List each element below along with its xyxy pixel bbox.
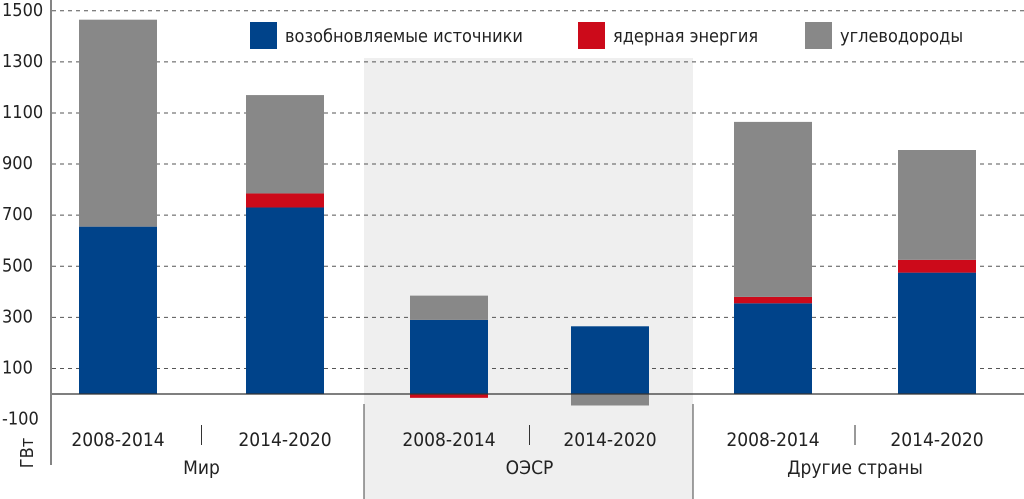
bar-segment	[79, 19, 157, 227]
y-tick-label: 500	[2, 255, 33, 276]
bar-segment	[571, 326, 649, 394]
legend-swatch	[578, 22, 605, 49]
bar-segment	[734, 296, 812, 304]
group-label: Другие страны	[787, 457, 923, 479]
legend-swatch	[805, 22, 832, 49]
legend-label: ядерная энергия	[613, 26, 758, 47]
legend-label: углеводороды	[840, 26, 963, 47]
period-label: 2014-2020	[238, 429, 331, 451]
bar-segment	[246, 207, 324, 394]
bar-segment	[571, 394, 649, 406]
bar-segment	[898, 149, 976, 260]
legend-swatch	[250, 22, 277, 49]
period-label: 2008-2014	[71, 429, 164, 451]
legend-label: возобновляемые источники	[285, 26, 523, 47]
y-axis-unit: ГВт	[17, 438, 38, 468]
y-tick-label: 300	[2, 306, 33, 327]
bar-segment	[410, 319, 488, 394]
group-label: ОЭСР	[506, 457, 554, 479]
bar-segment	[734, 303, 812, 394]
bar-segment	[410, 295, 488, 320]
y-axis: -100 100 300 500 700 900 1100 1300 1500 ГВт	[2, 0, 52, 468]
y-tick-label: 900	[2, 153, 33, 174]
bar-segment	[898, 272, 976, 394]
oecd-highlight-band	[364, 58, 693, 499]
x-axis: 2008-2014 2014-2020 Мир 2008-2014 2014-2020 О…	[71, 404, 984, 499]
y-tick-label: 100	[2, 357, 33, 378]
bar-segment	[898, 259, 976, 273]
group-label: Мир	[183, 457, 220, 479]
legend: возобновляемые источники ядерная энергия у…	[250, 22, 963, 49]
bar-segment	[734, 121, 812, 297]
y-tick-label: 1500	[2, 0, 43, 21]
period-label: 2008-2014	[402, 429, 495, 451]
bar-segment	[246, 95, 324, 194]
period-label: 2014-2020	[890, 429, 983, 451]
y-tick-label: -100	[2, 409, 39, 430]
y-tick-label: 1300	[2, 51, 43, 72]
period-label: 2008-2014	[726, 429, 819, 451]
grid-lines	[52, 10, 1024, 369]
bars	[79, 19, 976, 406]
period-label: 2014-2020	[563, 429, 656, 451]
y-tick-label: 1100	[2, 102, 43, 123]
bar-segment	[79, 226, 157, 394]
bar-segment	[410, 394, 488, 398]
bar-segment	[246, 193, 324, 208]
y-tick-label: 700	[2, 204, 33, 225]
